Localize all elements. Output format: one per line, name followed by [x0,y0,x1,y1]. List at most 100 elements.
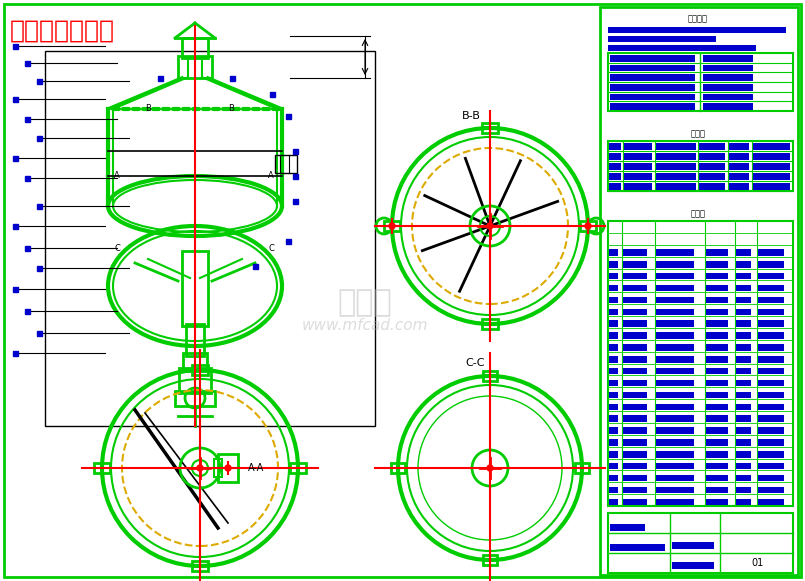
Text: C: C [268,244,274,253]
Bar [182,251,208,326]
Bar [758,249,784,256]
Bar [483,371,497,381]
Bar [758,321,784,327]
Bar [656,249,694,256]
Bar [656,163,696,170]
Bar [729,173,749,180]
Bar [656,261,694,267]
Bar [623,415,647,422]
Bar [609,297,617,303]
Bar [699,163,725,170]
Bar [483,555,497,565]
Bar [192,561,208,571]
Bar [758,439,784,446]
Bar [610,524,645,531]
Bar [623,487,647,493]
Bar [13,224,18,228]
Text: www.mfcad.com: www.mfcad.com [302,318,428,333]
Bar [758,428,784,434]
Bar [706,249,728,256]
Text: C: C [114,244,120,253]
Bar [736,332,751,339]
Bar [192,365,208,375]
Bar [24,246,30,250]
Bar [608,45,756,51]
Bar [758,451,784,457]
Circle shape [197,465,203,471]
Bar [13,156,18,160]
Bar [609,173,621,180]
Bar [623,332,647,339]
Bar [609,463,617,469]
Bar [703,74,753,81]
Bar [699,143,725,150]
Bar [736,404,751,410]
Bar [656,183,696,190]
Bar [706,321,728,327]
Bar [758,261,784,267]
Bar [624,173,652,180]
Bar [609,309,617,315]
Bar [703,64,753,71]
Bar [623,344,647,350]
Bar [656,332,694,339]
Bar [623,285,647,291]
Bar [736,451,751,457]
Bar [623,451,647,457]
Bar [610,64,695,71]
Bar [753,143,790,150]
Bar [758,285,784,291]
Bar [753,153,790,160]
Bar [706,332,728,339]
Bar [608,513,793,573]
Bar [623,428,647,434]
Bar [706,273,728,279]
Bar [253,264,258,268]
Bar [758,463,784,469]
Text: B: B [145,104,151,113]
Text: C-C: C-C [465,358,485,368]
Bar [623,261,647,267]
Bar [672,562,714,569]
Bar [610,84,695,91]
Bar [609,475,617,481]
Bar [706,344,728,350]
Bar [758,356,784,363]
Bar [610,103,695,110]
Bar [609,344,617,350]
Bar [729,183,749,190]
Bar [609,285,617,291]
Bar [703,55,753,62]
Bar [736,368,751,374]
Bar [624,163,652,170]
Bar [610,94,695,101]
Bar [656,428,694,434]
Bar [610,544,665,551]
Bar [706,451,728,457]
Bar [610,55,695,62]
Bar [706,261,728,267]
Bar [736,380,751,386]
Bar [736,297,751,303]
Bar [609,380,617,386]
Bar [609,183,621,190]
Bar [609,356,617,363]
Bar [656,415,694,422]
Bar [290,463,306,473]
Bar [758,273,784,279]
Text: A-A: A-A [248,463,264,473]
Bar [656,356,694,363]
Bar [656,173,696,180]
Bar [623,463,647,469]
Bar [36,203,42,209]
Bar [656,285,694,291]
Bar [609,273,617,279]
Bar [609,415,617,422]
Bar [706,285,728,291]
Bar [753,163,790,170]
Bar [609,143,621,150]
Bar [270,91,275,96]
Bar [736,285,751,291]
Bar [608,36,716,42]
Bar [736,273,751,279]
